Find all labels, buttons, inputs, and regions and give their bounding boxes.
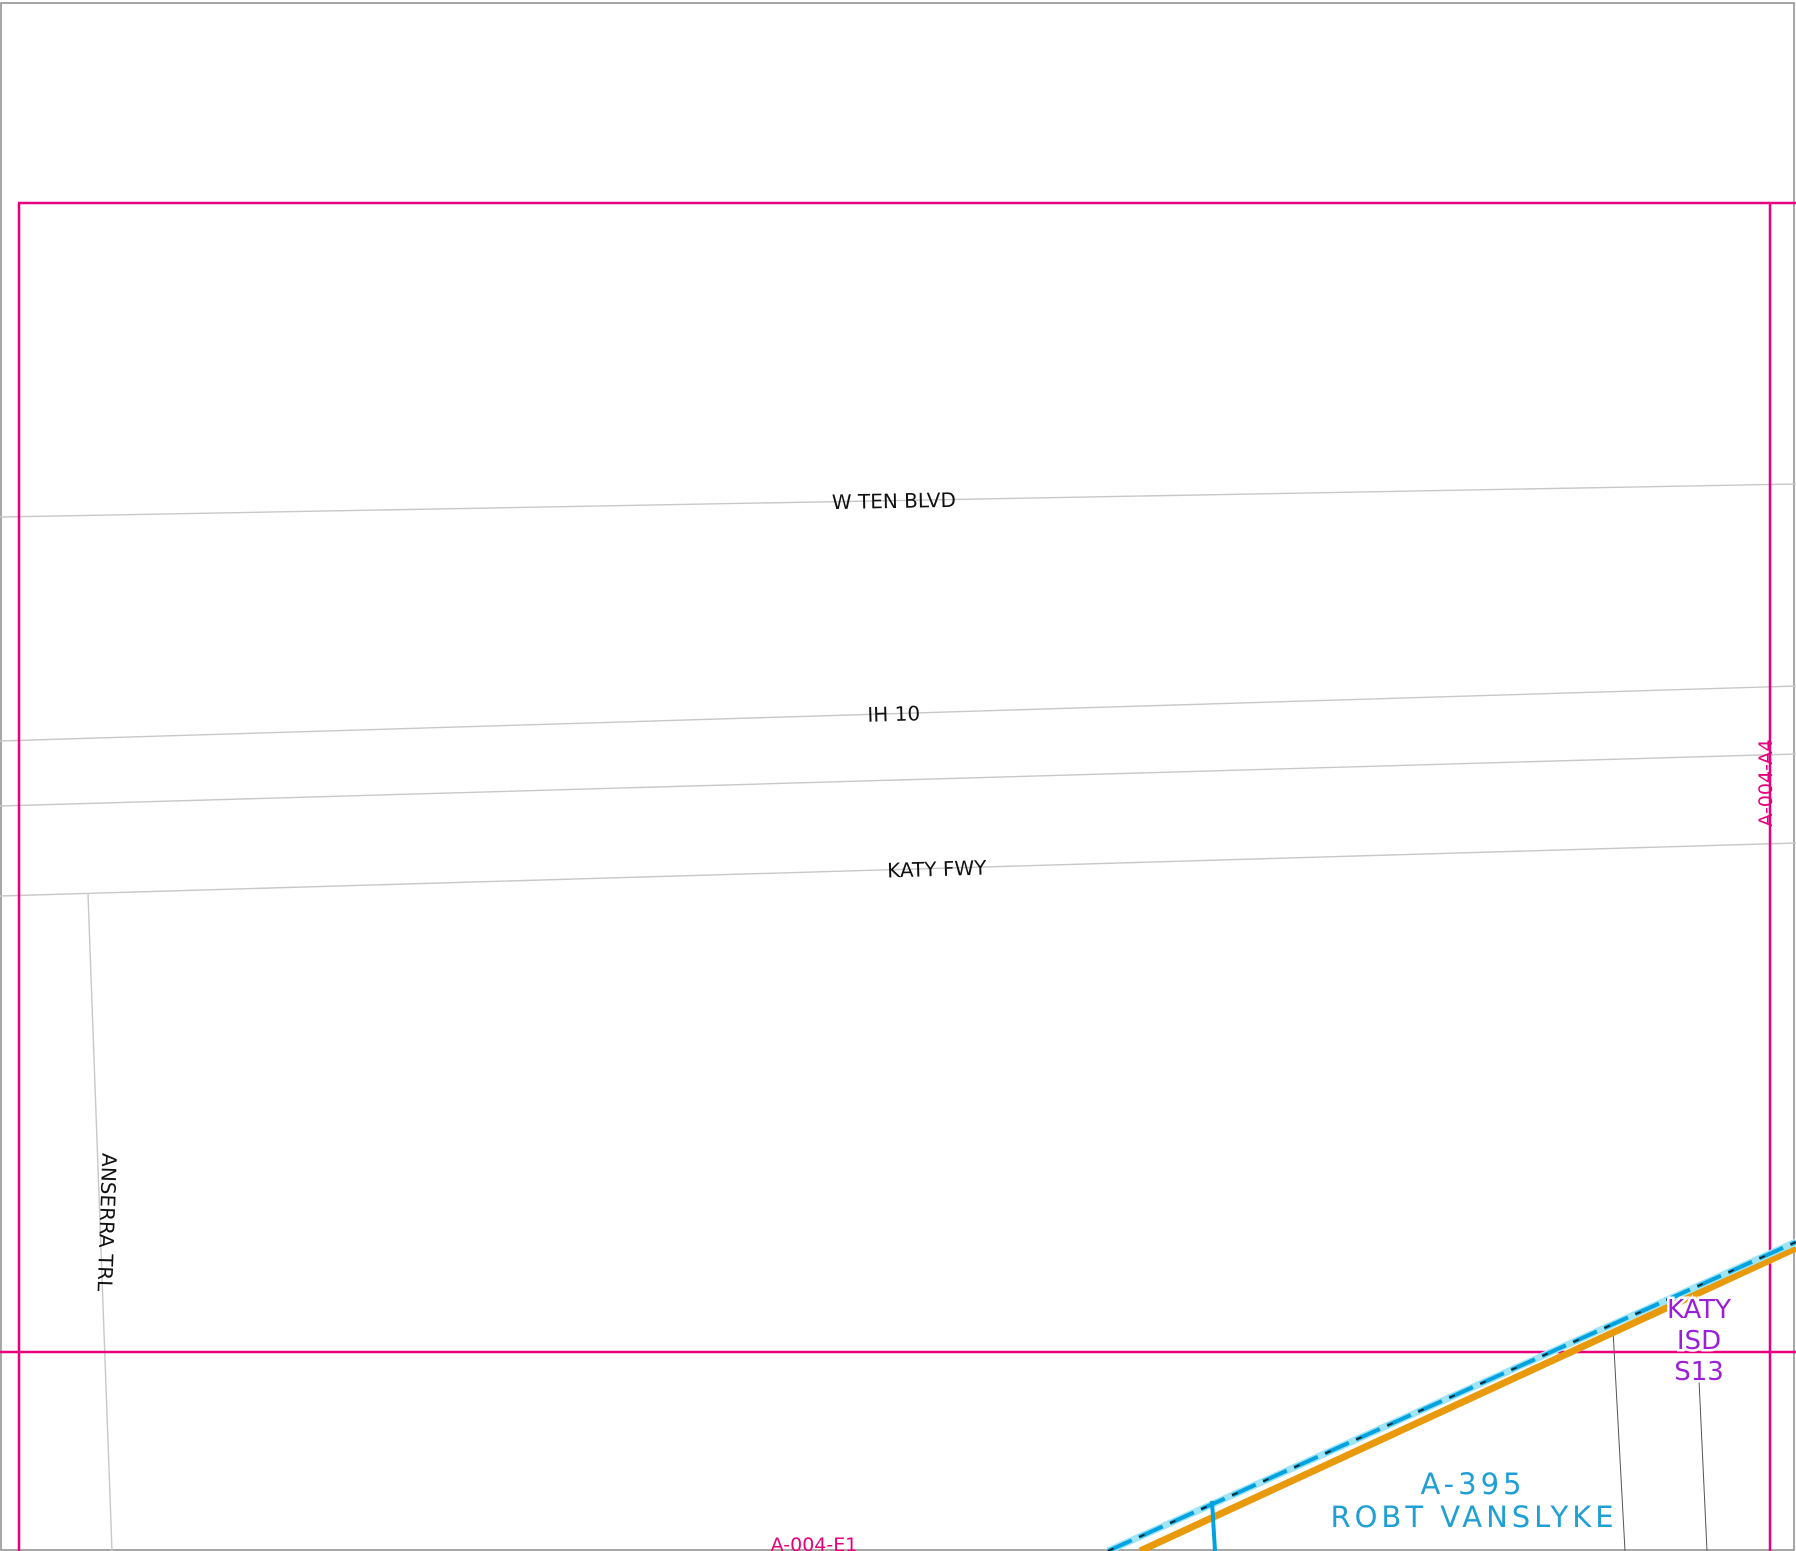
katy-fwy-line (0, 842, 1796, 897)
abstract-boundary-center (1107, 1241, 1796, 1551)
street-lines (0, 483, 1796, 1551)
abstract-tick-line (1210, 1500, 1217, 1551)
map-grid (0, 201, 1796, 1551)
street-label-katy-fwy: KATY FWY (887, 856, 988, 883)
abstract-number-label: A-395 (1420, 1467, 1525, 1501)
district-label-line3: S13 (1674, 1357, 1724, 1387)
abstract-name-label: ROBT VANSLYKE (1330, 1500, 1617, 1534)
street-label-anserra-trl: ANSERRA TRL (93, 1153, 122, 1293)
ih-10-line (0, 685, 1796, 742)
district-label-line2: ISD (1677, 1326, 1721, 1356)
district-label-line1: KATY (1667, 1295, 1731, 1325)
w-ten-blvd-line (0, 483, 1796, 518)
parcel-line (1612, 1329, 1626, 1551)
abstract-boundary (1106, 1238, 1796, 1551)
street-label-ih-10: IH 10 (867, 701, 920, 727)
anserra-trl-line (87, 893, 113, 1551)
street-label-w-ten-blvd: W TEN BLVD (832, 488, 956, 514)
grid-label-south: A-004-E1 (771, 1534, 858, 1551)
grid-label-east: A-004-A4 (1755, 739, 1777, 826)
parcel-line (1698, 1379, 1708, 1551)
parcel-lines (1612, 1329, 1708, 1551)
ih-10-south-line (0, 753, 1796, 807)
district-boundary-line (1138, 1244, 1796, 1551)
